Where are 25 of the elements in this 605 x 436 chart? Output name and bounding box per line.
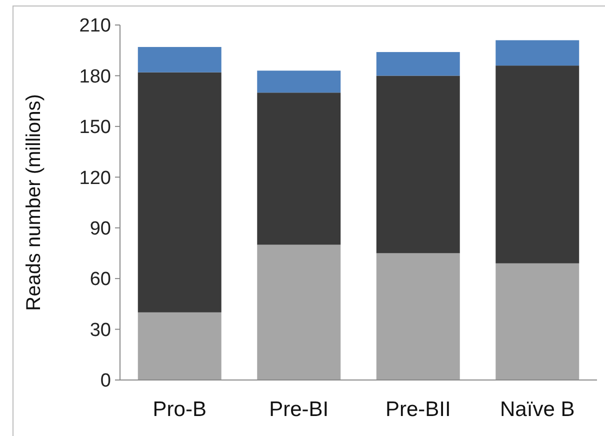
bar: [257, 244, 341, 380]
bar: [496, 40, 580, 66]
y-tick-label: 90: [90, 218, 111, 240]
x-tick-label: Pre-BII: [385, 398, 451, 421]
x-tick-label: Naïve B: [500, 398, 575, 421]
bar: [138, 312, 222, 380]
y-tick-label: 120: [79, 168, 111, 189]
y-tick-label: 150: [79, 117, 111, 138]
bar: [257, 92, 341, 245]
bar: [138, 46, 222, 72]
bar: [496, 263, 580, 380]
bar: [496, 66, 580, 264]
bar: [257, 70, 341, 93]
x-tick-label: Pro-B: [152, 398, 206, 421]
y-tick-label: 210: [79, 16, 111, 37]
y-tick-label: 0: [100, 370, 111, 392]
x-tick-label: Pre-BI: [269, 398, 329, 421]
y-tick-label: 180: [79, 66, 111, 88]
bar: [376, 52, 460, 76]
bar: [138, 72, 222, 312]
bar: [376, 253, 460, 380]
y-axis-title: Reads number (millions): [23, 94, 45, 311]
y-tick-label: 60: [90, 269, 111, 290]
bar: [376, 76, 460, 254]
y-tick-label: 30: [90, 320, 111, 341]
